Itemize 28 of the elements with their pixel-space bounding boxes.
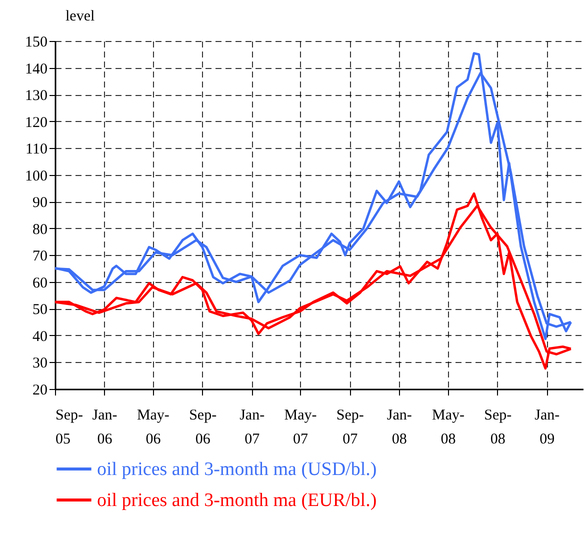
- y-tick-label: 120: [25, 114, 48, 131]
- y-tick-label: 130: [25, 88, 48, 104]
- y-tick-label: 60: [32, 275, 48, 292]
- x-tick-label: Sep-06: [189, 408, 217, 448]
- y-tick-label: 70: [32, 248, 48, 265]
- x-tick-label: May-06: [136, 408, 170, 448]
- x-tick-label: Sep-05: [56, 408, 83, 448]
- y-tick-label: 30: [32, 356, 48, 372]
- x-tick-label: Sep-07: [336, 408, 364, 448]
- y-tick-label: 40: [32, 328, 48, 345]
- legend-label: oil prices and 3-month ma (USD/bl.): [97, 459, 377, 480]
- y-tick-label: 100: [25, 168, 48, 184]
- y-tick-label: 50: [32, 302, 48, 318]
- y-tick-label: 80: [32, 222, 48, 238]
- y-axis-title: level: [66, 8, 95, 24]
- x-tick-label: Jan-09: [534, 408, 560, 448]
- x-tick-label: May-08: [432, 408, 465, 448]
- y-tick-label: 110: [26, 142, 48, 158]
- y-tick-label: 150: [25, 34, 48, 50]
- x-tick-label: May-07: [284, 408, 317, 448]
- x-tick-label: Jan-07: [240, 408, 265, 448]
- x-tick-label: Jan-08: [386, 408, 412, 448]
- x-tick-label: Sep-08: [484, 408, 512, 448]
- y-tick-label: 20: [32, 382, 48, 398]
- x-tick-label: Jan-06: [92, 408, 118, 448]
- y-tick-label: 90: [32, 195, 48, 212]
- y-tick-label: 140: [25, 61, 48, 78]
- legend-label: oil prices and 3-month ma (EUR/bl.): [97, 490, 377, 511]
